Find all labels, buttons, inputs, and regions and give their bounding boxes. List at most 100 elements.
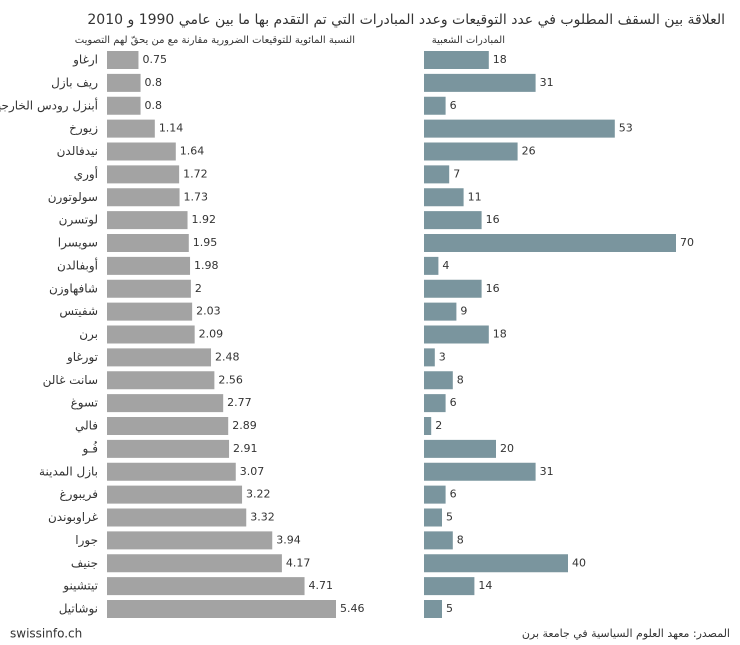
value-label: 5.46 [340, 602, 365, 615]
value-label: 2.03 [196, 305, 221, 318]
bar [107, 485, 243, 504]
bar [107, 325, 195, 344]
category-label: سويسرا [58, 236, 98, 251]
value-label: 8 [457, 533, 464, 546]
value-label: 16 [486, 282, 500, 295]
source: المصدر: معهد العلوم السياسية في جامعة بر… [522, 627, 730, 640]
value-label: 2.09 [199, 328, 224, 341]
value-label: 1.73 [184, 190, 209, 203]
value-label: 6 [450, 488, 457, 501]
bar [424, 462, 536, 481]
bar [107, 439, 230, 458]
bar [107, 51, 139, 69]
value-label: 0.8 [145, 99, 163, 112]
bar [424, 508, 442, 527]
bar [107, 73, 141, 92]
bar [424, 371, 453, 390]
bar [107, 256, 191, 275]
category-label: شافهاوزن [49, 281, 98, 296]
category-label: نيدفالدن [57, 144, 98, 158]
value-label: 16 [486, 213, 500, 226]
category-label: فريبورغ [60, 487, 98, 502]
category-label: أبنزل رودس الخارجية [0, 97, 98, 113]
value-label: 1.92 [192, 213, 217, 226]
value-label: 9 [460, 305, 467, 318]
category-label: بازل المدينة [39, 464, 98, 479]
bar [107, 119, 155, 138]
chart-title: العلاقة بين السقف المطلوب في عدد التوقيع… [87, 12, 725, 28]
value-label: 3.94 [276, 533, 301, 546]
bar [107, 531, 273, 550]
category-label: سولوتورن [48, 190, 98, 205]
value-label: 31 [540, 76, 554, 89]
value-label: 20 [500, 442, 514, 455]
category-label: غراوبوندن [48, 510, 98, 525]
value-label: 18 [493, 53, 507, 66]
bar [424, 119, 615, 138]
value-label: 2 [195, 282, 202, 295]
category-label: فالي [75, 419, 98, 433]
bar [424, 279, 482, 298]
value-label: 2.56 [218, 373, 243, 386]
value-label: 8 [457, 373, 464, 386]
value-label: 3 [439, 350, 446, 363]
category-label: سانت غالن [43, 373, 98, 388]
bar [107, 211, 188, 230]
category-label: برن [79, 327, 98, 342]
category-label: ارغاو [72, 53, 98, 68]
bar [424, 96, 446, 115]
category-label: شفيتس [59, 304, 98, 319]
bar [107, 279, 191, 298]
value-label: 3.22 [246, 488, 270, 501]
bar [107, 142, 176, 161]
panel-header: المبادرات الشعبية [432, 35, 505, 46]
bar [424, 600, 442, 618]
value-label: 26 [522, 145, 536, 158]
category-label: نوشاتيل [59, 602, 98, 617]
bar [107, 188, 180, 207]
value-label: 3.32 [250, 511, 275, 524]
bar [107, 417, 229, 435]
value-label: 1.72 [183, 167, 208, 180]
value-label: 53 [619, 122, 633, 135]
value-label: 1.14 [159, 122, 184, 135]
category-label: جنيف [71, 556, 98, 570]
value-label: 1.64 [180, 145, 205, 158]
value-label: 6 [450, 396, 457, 409]
category-label: تيتشينو [62, 579, 98, 594]
bar [107, 600, 336, 618]
bar [107, 96, 141, 115]
value-label: 2.48 [215, 350, 240, 363]
credit: swissinfo.ch [10, 627, 82, 641]
bar [107, 462, 236, 481]
bar [424, 142, 518, 161]
category-label: أوبفالدن [57, 257, 98, 273]
bar [424, 577, 475, 596]
value-label: 5 [446, 511, 453, 524]
value-label: 4.71 [309, 579, 334, 592]
value-label: 18 [493, 328, 507, 341]
category-label: زيورخ [69, 121, 98, 136]
category-label: ريف بازل [51, 75, 98, 90]
category-label: لوتسرن [59, 213, 98, 228]
value-label: 2 [435, 419, 442, 432]
value-label: 2.77 [227, 396, 252, 409]
value-label: 5 [446, 602, 453, 615]
category-label: فُـو [82, 440, 98, 456]
value-label: 0.8 [145, 76, 163, 89]
bar [107, 348, 212, 367]
bar [424, 417, 432, 435]
bar [424, 234, 676, 252]
value-label: 3.07 [240, 465, 265, 478]
bar [424, 439, 496, 458]
bar [424, 394, 446, 413]
value-label: 4.17 [286, 556, 311, 569]
value-label: 40 [572, 556, 586, 569]
value-label: 11 [468, 190, 482, 203]
bar [107, 577, 305, 596]
bar [424, 73, 536, 92]
value-label: 14 [478, 579, 492, 592]
value-label: 1.95 [193, 236, 218, 249]
bar [424, 256, 439, 275]
